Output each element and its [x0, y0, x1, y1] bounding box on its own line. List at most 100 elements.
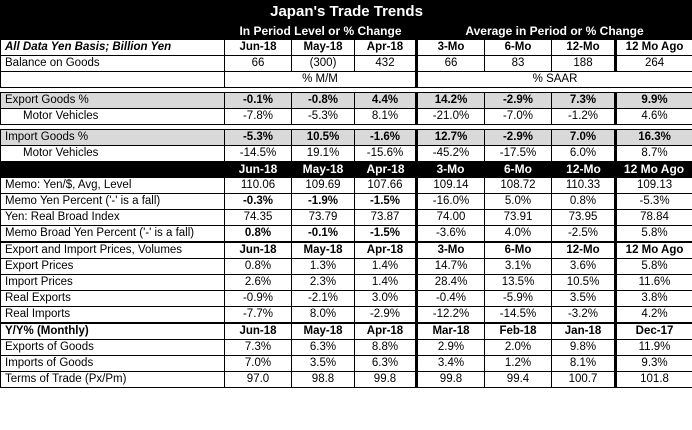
table-row: Import Goods % -5.3% 10.5% -1.6% 12.7% -…: [0, 129, 692, 146]
row-label: Imports of Goods: [0, 355, 225, 372]
cell: 14.7%: [415, 258, 485, 275]
unit-saar: % SAAR: [414, 71, 692, 88]
col-header: 12-Mo: [551, 161, 616, 178]
cell: -2.9%: [484, 92, 552, 109]
header-row-1: All Data Yen Basis; Billion Yen Jun-18 M…: [0, 39, 692, 56]
cell: 264: [613, 55, 692, 72]
cell: -0.1%: [291, 225, 355, 243]
cell: 3.8%: [613, 290, 692, 307]
col-header: 12-Mo: [551, 241, 616, 259]
unit-mm: % M/M: [224, 71, 417, 88]
cell: 3.1%: [484, 258, 552, 275]
col-header: 6-Mo: [484, 39, 552, 56]
col-header: Apr-18: [354, 161, 417, 178]
cell: -5.3%: [291, 108, 355, 125]
table-row: Import Prices 2.6% 2.3% 1.4% 28.4% 13.5%…: [0, 274, 692, 291]
cell: 74.35: [224, 209, 292, 226]
cell: 3.4%: [415, 355, 485, 372]
col-header: 12-Mo: [551, 39, 616, 56]
header-label: All Data Yen Basis; Billion Yen: [0, 39, 225, 56]
col-header: Apr-18: [354, 39, 417, 56]
cell: 8.0%: [291, 306, 355, 324]
cell: 9.9%: [613, 92, 692, 109]
cell: 4.2%: [613, 306, 692, 324]
table-row: Memo: Yen/$, Avg, Level 110.06 109.69 10…: [0, 177, 692, 194]
table-row: Export Goods % -0.1% -0.8% 4.4% 14.2% -2…: [0, 92, 692, 109]
col-header: Dec-17: [613, 322, 692, 340]
row-label: Yen: Real Broad Index: [0, 209, 225, 226]
cell: 7.3%: [224, 339, 292, 356]
cell: -1.5%: [354, 193, 417, 210]
cell: -7.7%: [224, 306, 292, 324]
cell: -5.3%: [224, 129, 292, 146]
table-title: Japan's Trade Trends: [0, 0, 692, 24]
cell: 188: [551, 55, 616, 72]
row-label: Motor Vehicles: [0, 145, 225, 162]
col-header: 3-Mo: [416, 161, 485, 178]
cell: 8.7%: [613, 145, 692, 162]
table-row: Motor Vehicles -14.5% 19.1% -15.6% -45.2…: [0, 145, 692, 162]
cell: 109.13: [613, 177, 692, 194]
cell: 74.00: [415, 209, 485, 226]
cell: -21.0%: [415, 108, 485, 125]
cell: (300): [291, 55, 355, 72]
cell: 6.0%: [551, 145, 616, 162]
table-row: Memo Broad Yen Percent ('-' is a fall) 0…: [0, 225, 692, 243]
cell: 1.4%: [354, 274, 417, 291]
row-label: Memo: Yen/$, Avg, Level: [0, 177, 225, 194]
table-row: Real Exports -0.9% -2.1% 3.0% -0.4% -5.9…: [0, 290, 692, 307]
cell: 99.8: [415, 371, 485, 388]
table-row: Export Prices 0.8% 1.3% 1.4% 14.7% 3.1% …: [0, 258, 692, 275]
cell: -0.8%: [291, 92, 355, 109]
cell: 1.4%: [354, 258, 417, 275]
cell: 99.4: [484, 371, 552, 388]
cell: -5.3%: [613, 193, 692, 210]
col-header: May-18: [291, 322, 355, 340]
cell: 10.5%: [551, 274, 616, 291]
cell: -12.2%: [415, 306, 485, 324]
cell: 16.3%: [613, 129, 692, 146]
col-header: 6-Mo: [484, 161, 552, 178]
cell: -17.5%: [484, 145, 552, 162]
cell: 6.3%: [354, 355, 417, 372]
cell: 6.3%: [291, 339, 355, 356]
cell: 7.3%: [551, 92, 616, 109]
col-header: 3-Mo: [415, 241, 485, 259]
band-right: Average in Period or % Change: [415, 23, 692, 40]
col-header: Jun-18: [224, 241, 292, 259]
unit-row: % M/M % SAAR: [0, 71, 692, 88]
band-left: In Period Level or % Change: [224, 23, 417, 40]
row-label: Import Goods %: [0, 129, 225, 146]
row-label: Export Prices: [0, 258, 225, 275]
cell: -5.9%: [484, 290, 552, 307]
cell: 13.5%: [484, 274, 552, 291]
cell: 83: [484, 55, 552, 72]
cell: -15.6%: [354, 145, 417, 162]
col-header: Jun-18: [224, 39, 292, 56]
cell: -45.2%: [415, 145, 485, 162]
cell: -7.8%: [224, 108, 292, 125]
header-label: Export and Import Prices, Volumes: [0, 241, 225, 259]
table-row: Yen: Real Broad Index 74.35 73.79 73.87 …: [0, 209, 692, 226]
cell: 5.8%: [613, 258, 692, 275]
col-header: Mar-18: [415, 322, 485, 340]
cell: 4.0%: [484, 225, 552, 243]
cell: 9.3%: [613, 355, 692, 372]
cell: 10.5%: [291, 129, 355, 146]
table-row: Balance on Goods 66 (300) 432 66 83 188 …: [0, 55, 692, 72]
header-row-2: Jun-18 May-18 Apr-18 3-Mo 6-Mo 12-Mo 12 …: [0, 161, 692, 178]
cell: 11.6%: [613, 274, 692, 291]
cell: 9.8%: [551, 339, 616, 356]
cell: 4.4%: [354, 92, 417, 109]
col-header: May-18: [291, 161, 355, 178]
row-label: Memo Broad Yen Percent ('-' is a fall): [0, 225, 225, 243]
col-header: 12 Mo Ago: [613, 39, 692, 56]
row-label: Memo Yen Percent ('-' is a fall): [0, 193, 225, 210]
row-label: Real Imports: [0, 306, 225, 324]
cell: 107.66: [354, 177, 417, 194]
cell: 5.8%: [613, 225, 692, 243]
cell: -3.2%: [551, 306, 616, 324]
cell: 432: [354, 55, 417, 72]
header-row-3: Export and Import Prices, Volumes Jun-18…: [0, 241, 692, 259]
cell: 0.8%: [551, 193, 616, 210]
